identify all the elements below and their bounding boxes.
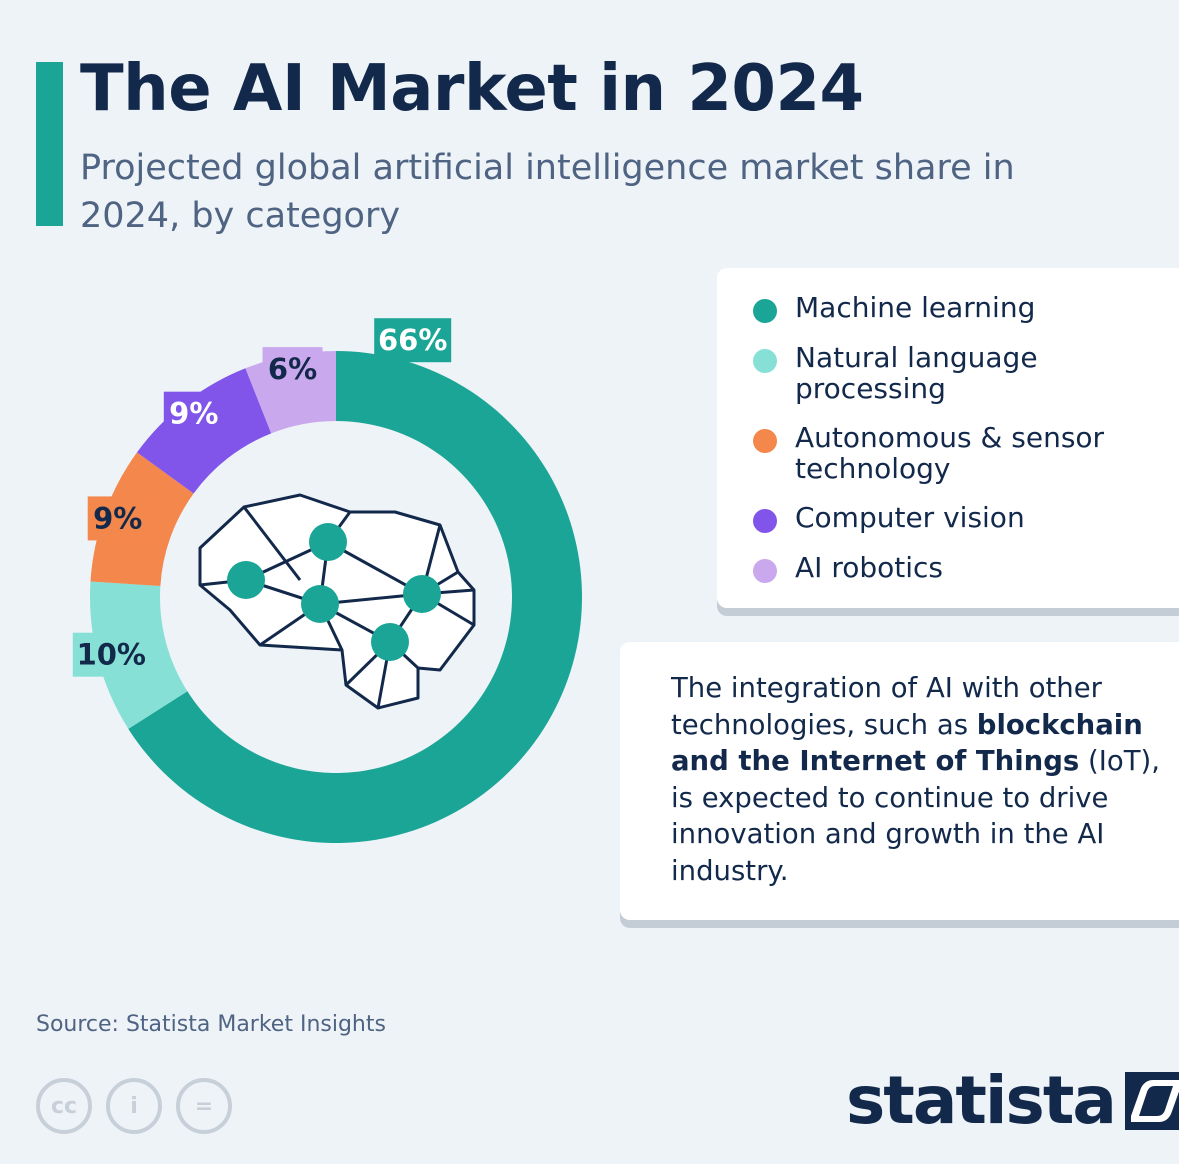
data-label-autonomous-sensor-technology: 9% — [87, 496, 148, 541]
data-label-ai-robotics: 6% — [262, 347, 323, 392]
page-subtitle: Projected global artificial intelligence… — [80, 148, 1015, 236]
slice-machine-learning — [128, 351, 582, 843]
info-card: The integration of AI with other technol… — [620, 642, 1179, 920]
legend-card: Machine learning Natural language proces… — [717, 268, 1179, 608]
legend-label: AI robotics — [795, 551, 943, 584]
legend-item-nlp: Natural language processing — [753, 342, 1135, 404]
svg-text:9%: 9% — [169, 397, 218, 431]
title-accent-bar — [36, 62, 63, 226]
data-label-machine-learning: 66% — [374, 318, 452, 363]
legend-dot — [753, 559, 777, 583]
legend-item-autonomous: Autonomous & sensor technology — [753, 422, 1135, 484]
legend-item-ai-robotics: AI robotics — [753, 552, 1135, 583]
brain-network-icon — [198, 493, 476, 710]
data-label-computer-vision: 9% — [163, 391, 224, 436]
attribution-icon[interactable]: i — [106, 1078, 162, 1134]
legend-label: Machine learning — [795, 291, 1036, 324]
legend-item-machine-learning: Machine learning — [753, 292, 1135, 323]
info-text-part1: The integration of AI with other technol… — [671, 672, 1102, 741]
legend-label: Autonomous & sensor technology — [795, 421, 1105, 485]
legend-label: Natural language processing — [795, 341, 1038, 405]
data-label-natural-language-processing: 10% — [72, 632, 150, 677]
statista-logo[interactable]: statista — [846, 1062, 1179, 1139]
source-note: Source: Statista Market Insights — [36, 1012, 386, 1037]
svg-text:9%: 9% — [93, 501, 142, 535]
legend-dot — [753, 429, 777, 453]
info-text-bold: blockchain and the Internet of Things — [671, 708, 1143, 778]
donut-chart: 66% 10% 9% 9% 6% — [72, 318, 582, 843]
legend-dot — [753, 299, 777, 323]
brand-wordmark: statista — [846, 1062, 1117, 1139]
cc-icon[interactable]: cc — [36, 1078, 92, 1134]
page-title: The AI Market in 2024 — [80, 52, 864, 126]
no-derivatives-icon[interactable]: = — [176, 1078, 232, 1134]
info-text-part2: (IoT), is expected to continue to drive … — [671, 745, 1160, 887]
svg-text:66%: 66% — [378, 323, 447, 357]
statista-mark-icon — [1124, 1071, 1179, 1130]
legend-label: Computer vision — [795, 501, 1025, 534]
legend-item-computer-vision: Computer vision — [753, 502, 1135, 533]
svg-text:10%: 10% — [77, 638, 146, 672]
legend-dot — [753, 509, 777, 533]
info-text: The integration of AI with other technol… — [671, 670, 1171, 889]
legend-dot — [753, 349, 777, 373]
license-icons: cc i = — [36, 1078, 232, 1134]
svg-text:6%: 6% — [268, 352, 317, 386]
